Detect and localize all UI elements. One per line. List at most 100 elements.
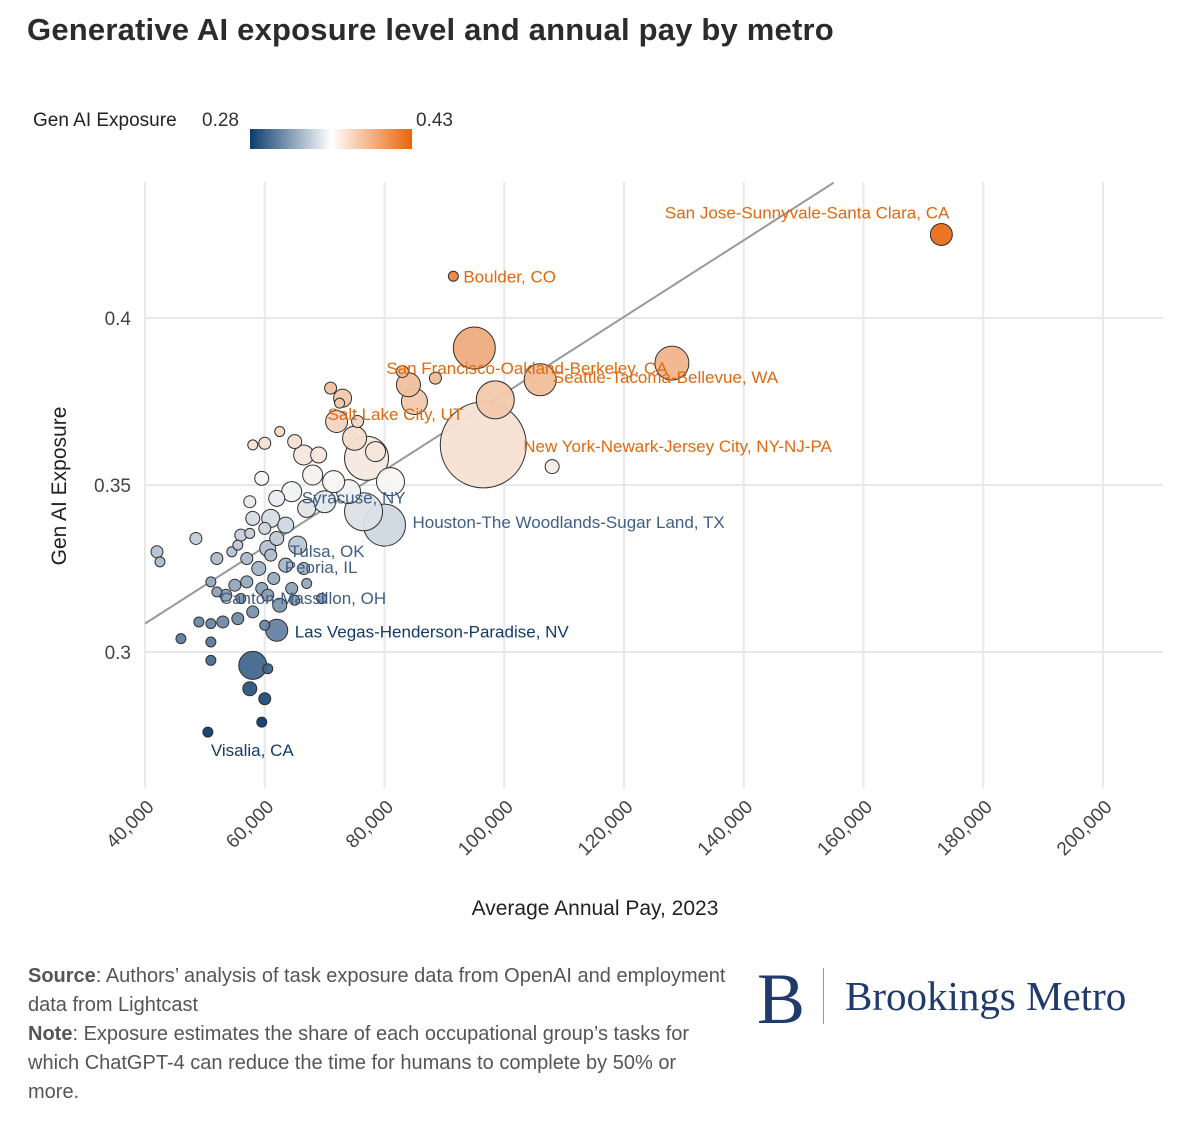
data-point [150,545,164,559]
data-point [278,557,294,573]
x-tick-label: 160,000 [814,797,877,860]
data-point [240,575,254,589]
data-point [258,521,272,535]
data-point [242,681,258,697]
data-point [447,270,459,282]
data-point [240,551,254,565]
legend-max-label: 0.43 [416,110,453,131]
data-point [211,586,223,598]
source-label: Source [28,965,96,987]
source-text: : Authors’ analysis of task exposure dat… [28,965,726,1016]
data-point [258,436,272,450]
data-point [395,364,409,378]
data-point [246,605,260,619]
point-label: Las Vegas-Henderson-Paradise, NV [295,622,570,641]
data-point [325,410,349,434]
data-point [238,650,268,680]
data-point [231,612,245,626]
data-point [254,470,270,486]
data-point [228,578,242,592]
data-point [216,615,230,629]
data-point [287,434,303,450]
data-point [322,470,346,494]
data-point [277,516,295,534]
data-point [259,619,271,631]
data-point [245,510,261,526]
data-point [247,439,259,451]
x-tick-label: 200,000 [1053,797,1116,860]
data-point [301,578,313,590]
point-label: Syracuse, NY [302,489,406,508]
data-point [272,597,288,613]
point-label: Canton-Massillon, OH [220,589,386,608]
source-note: Source: Authors’ analysis of task exposu… [28,962,728,1107]
data-point [189,531,203,545]
note-text: : Exposure estimates the share of each o… [28,1023,690,1103]
data-point [289,594,301,606]
data-point [285,582,299,596]
logo-mark: B [757,959,806,1039]
data-point [544,459,560,475]
data-point [193,616,205,628]
chart-title: Generative AI exposure level and annual … [27,12,834,47]
data-point [256,716,268,728]
point-label: Salt Lake City, UT [328,405,464,424]
logo-name: Brookings Metro [845,973,1127,1019]
data-point [523,363,557,397]
data-point [268,489,286,507]
data-point [235,593,247,605]
data-point [267,572,281,586]
data-point [313,490,337,514]
x-tick-label: 100,000 [454,797,517,860]
point-label: Seattle-Tacoma-Bellevue, WA [553,368,779,387]
data-point [316,593,328,605]
data-point [175,633,187,645]
legend-label: Gen AI Exposure [33,110,177,131]
x-tick-label: 40,000 [103,797,159,853]
data-point [258,692,272,706]
data-point [232,539,244,551]
data-point [202,726,214,738]
data-point [261,588,275,602]
data-point [205,636,217,648]
data-point [351,415,365,429]
data-point [154,556,166,568]
x-tick-label: 140,000 [694,797,757,860]
data-point [654,345,690,381]
data-point [205,654,217,666]
y-tick-label: 0.4 [105,309,132,330]
y-axis-label: Gen AI Exposure [48,407,71,566]
x-tick-label: 60,000 [222,797,278,853]
data-point [428,371,442,385]
data-point [205,576,217,588]
point-label: Boulder, CO [463,267,556,286]
data-point [243,495,257,509]
data-point [365,441,387,463]
point-label: San Jose-Sunnyvale-Santa Clara, CA [665,204,950,223]
note-label: Note [28,1023,73,1045]
data-point [274,426,286,438]
data-point [251,561,267,576]
data-point [297,562,311,575]
y-tick-label: 0.3 [105,643,131,664]
point-label: Houston-The Woodlands-Sugar Land, TX [413,513,725,532]
data-point [452,326,496,370]
data-point [310,446,328,464]
x-axis-label: Average Annual Pay, 2023 [472,897,719,920]
legend-gradient-bar [250,129,412,149]
x-tick-label: 120,000 [574,797,637,860]
point-label: Visalia, CA [211,741,294,760]
data-point [288,535,308,555]
legend-min-label: 0.28 [202,110,239,131]
logo-divider [823,968,824,1024]
data-point [244,527,256,539]
data-point [929,223,953,246]
point-label: San Francisco-Oakland-Berkeley, CA [386,359,668,378]
data-point [269,530,285,546]
point-label: Tulsa, OK [290,542,366,561]
scatter-chart: 0.3 0.35 0.4 40,000 60,000 80,000 100,000 120,0… [48,181,1163,920]
data-point [297,498,317,518]
brookings-logo: B Brookings Metro [757,958,1177,1039]
y-tick-label: 0.35 [94,476,131,497]
point-label: New York-Newark-Jersey City, NY-NJ-PA [523,437,832,456]
